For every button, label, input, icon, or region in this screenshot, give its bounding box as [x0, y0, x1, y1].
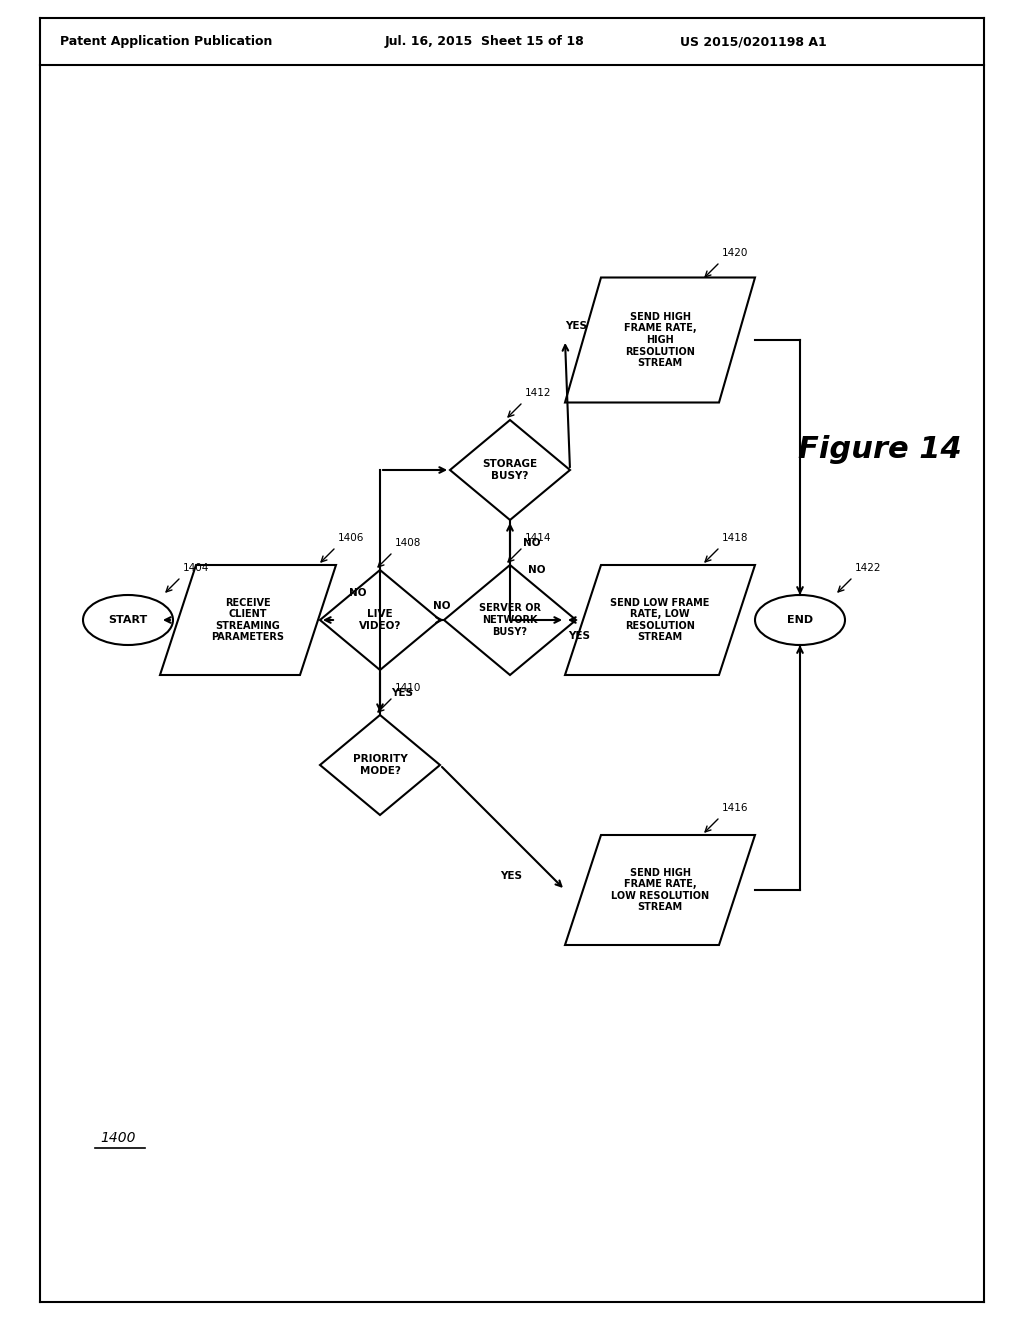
Text: 1416: 1416 — [722, 803, 749, 813]
Text: LIVE
VIDEO?: LIVE VIDEO? — [358, 610, 401, 631]
Text: YES: YES — [501, 871, 522, 880]
Text: NO: NO — [433, 601, 451, 611]
Text: SERVER OR
NETWORK
BUSY?: SERVER OR NETWORK BUSY? — [479, 603, 541, 636]
Text: Jul. 16, 2015  Sheet 15 of 18: Jul. 16, 2015 Sheet 15 of 18 — [385, 36, 585, 49]
Text: STORAGE
BUSY?: STORAGE BUSY? — [482, 459, 538, 480]
Text: START: START — [109, 615, 147, 624]
Text: 1422: 1422 — [855, 564, 882, 573]
Text: Figure 14: Figure 14 — [798, 436, 962, 465]
Text: SEND HIGH
FRAME RATE,
HIGH
RESOLUTION
STREAM: SEND HIGH FRAME RATE, HIGH RESOLUTION ST… — [624, 312, 696, 368]
Text: 1400: 1400 — [100, 1131, 135, 1144]
Text: SEND LOW FRAME
RATE, LOW
RESOLUTION
STREAM: SEND LOW FRAME RATE, LOW RESOLUTION STRE… — [610, 598, 710, 643]
Text: PRIORITY
MODE?: PRIORITY MODE? — [352, 754, 408, 776]
Text: 1418: 1418 — [722, 533, 749, 543]
Text: 1404: 1404 — [183, 564, 209, 573]
Text: NO: NO — [349, 587, 367, 598]
Text: 1408: 1408 — [395, 539, 421, 548]
Text: RECEIVE
CLIENT
STREAMING
PARAMETERS: RECEIVE CLIENT STREAMING PARAMETERS — [212, 598, 285, 643]
Text: NO: NO — [528, 565, 546, 576]
Text: 1406: 1406 — [338, 533, 365, 543]
Text: 1414: 1414 — [525, 533, 552, 543]
Text: 1420: 1420 — [722, 248, 749, 257]
Text: YES: YES — [568, 631, 591, 642]
Text: END: END — [786, 615, 813, 624]
Text: Patent Application Publication: Patent Application Publication — [60, 36, 272, 49]
Text: 1412: 1412 — [525, 388, 552, 399]
Text: US 2015/0201198 A1: US 2015/0201198 A1 — [680, 36, 826, 49]
Text: NO: NO — [523, 537, 541, 548]
Text: 1410: 1410 — [395, 682, 421, 693]
Text: SEND HIGH
FRAME RATE,
LOW RESOLUTION
STREAM: SEND HIGH FRAME RATE, LOW RESOLUTION STR… — [611, 867, 709, 912]
Text: YES: YES — [565, 321, 588, 331]
Text: YES: YES — [391, 688, 413, 697]
